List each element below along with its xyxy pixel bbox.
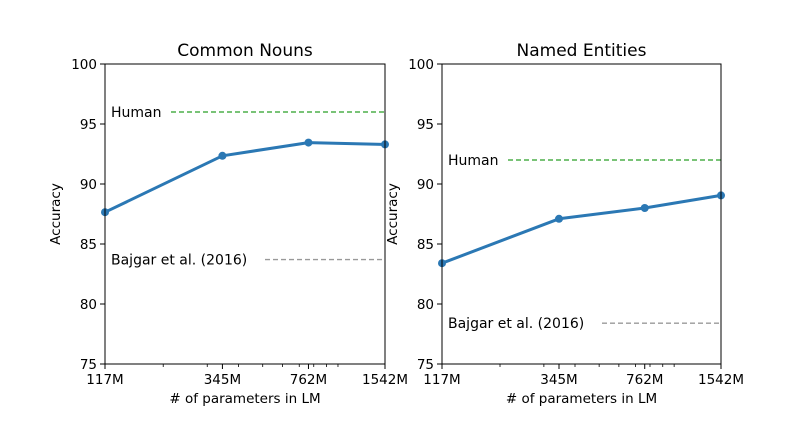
reference-line-label: Bajgar et al. (2016): [448, 316, 584, 332]
chart-title: Common Nouns: [177, 41, 313, 61]
x-tick-label: 117M: [423, 372, 460, 388]
y-tick-label: 95: [417, 117, 434, 133]
reference-line-label: Human: [448, 153, 499, 169]
x-tick-label: 762M: [626, 372, 663, 388]
data-point: [218, 151, 227, 160]
y-tick-label: 75: [80, 357, 97, 373]
y-tick-label: 75: [417, 357, 434, 373]
x-tick-label: 345M: [204, 372, 241, 388]
series-line: [441, 193, 722, 265]
x-tick-label: 345M: [540, 372, 577, 388]
chart-title: Named Entities: [517, 41, 647, 61]
axes-frame: [104, 63, 386, 365]
y-axis-label: Accuracy: [385, 183, 401, 245]
chart-panel-named-entities: Named Entities Human Bajgar et al. (2016) 7…: [385, 41, 744, 407]
data-point: [304, 138, 313, 147]
x-tick-label: 762M: [290, 372, 327, 388]
y-tick-label: 90: [417, 177, 434, 193]
x-tick-label: 1542M: [362, 372, 408, 388]
y-tick-label: 100: [71, 57, 97, 73]
x-tick-label: 1542M: [698, 372, 744, 388]
series-line: [104, 141, 386, 214]
y-tick-label: 80: [80, 297, 97, 313]
y-tick-label: 80: [417, 297, 434, 313]
y-tick-label: 100: [408, 57, 434, 73]
y-tick-label: 90: [80, 177, 97, 193]
y-tick-label: 95: [80, 117, 97, 133]
x-axis-label: # of parameters in LM: [506, 391, 657, 407]
y-tick-label: 85: [417, 237, 434, 253]
reference-line-label: Human: [111, 105, 162, 121]
y-tick-label: 85: [80, 237, 97, 253]
y-axis-label: Accuracy: [48, 183, 64, 245]
chart-panel-common-nouns: Common Nouns Human Bajgar et al. (2016) 75 8…: [48, 41, 408, 407]
reference-line-label: Bajgar et al. (2016): [111, 253, 247, 269]
data-point: [640, 204, 649, 212]
data-point: [554, 214, 563, 223]
axes-frame: [441, 63, 722, 365]
x-tick-label: 117M: [86, 372, 123, 388]
x-axis-label: # of parameters in LM: [169, 391, 320, 407]
